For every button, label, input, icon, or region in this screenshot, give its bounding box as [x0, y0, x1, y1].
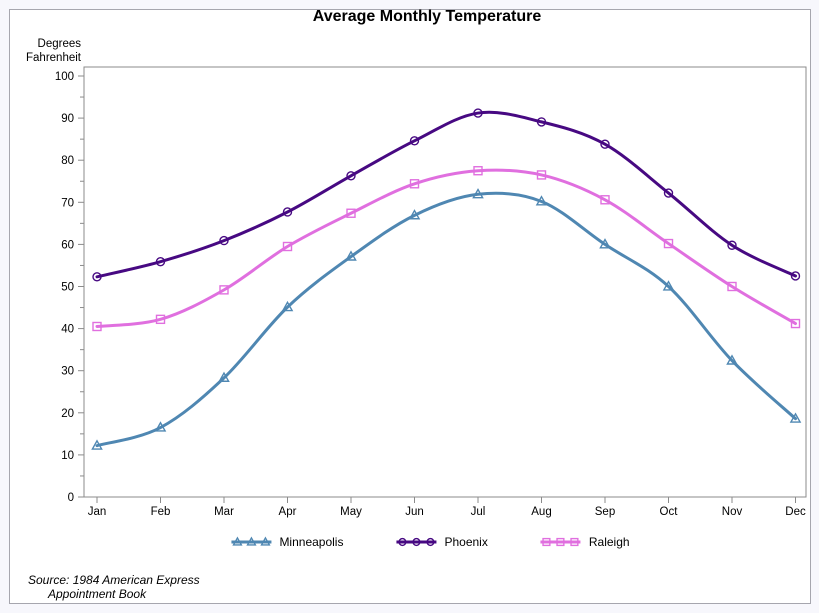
y-tick-label: 80 [61, 155, 74, 167]
square-marker-icon [155, 314, 166, 325]
circle-marker-icon [536, 117, 547, 127]
circle-marker-icon [398, 537, 407, 547]
square-marker-icon [570, 537, 579, 547]
series-line-minneapolis [95, 191, 797, 448]
square-marker-icon [473, 166, 483, 176]
graph-border-frame [9, 9, 811, 604]
x-tick-label: Oct [660, 506, 679, 518]
square-marker-icon [409, 179, 420, 189]
circle-marker-icon [92, 272, 102, 282]
x-tick-label: Feb [151, 506, 171, 518]
x-tick-label: Jul [471, 506, 486, 518]
y-tick-label: 10 [61, 450, 74, 462]
circle-marker-icon [346, 171, 356, 181]
triangle-marker-icon [246, 536, 257, 546]
square-marker-icon [536, 170, 547, 180]
triangle-marker-icon [281, 300, 294, 312]
circle-marker-icon [600, 139, 610, 149]
legend-item-raleigh: Raleigh [540, 535, 630, 549]
triangle-marker-icon [789, 412, 802, 423]
circle-marker-icon [473, 108, 483, 118]
square-marker-icon [600, 195, 610, 205]
y-tick-label: 40 [61, 324, 74, 336]
y-tick-label: 90 [61, 113, 74, 125]
y-tick-label: 0 [68, 492, 74, 504]
legend-label: Phoenix [444, 535, 488, 549]
y-tick-label: 20 [61, 408, 74, 420]
y-tick-label: 70 [61, 197, 74, 209]
circle-marker-icon [790, 271, 801, 281]
circle-marker-icon [282, 207, 293, 217]
triangle-marker-icon [154, 421, 167, 432]
y-axis-label: Degrees Fahrenheit [0, 38, 81, 65]
x-tick-label: Apr [279, 506, 297, 518]
square-marker-icon [663, 238, 674, 249]
triangle-marker-icon [472, 188, 484, 199]
triangle-marker-icon [662, 280, 675, 291]
legend-item-phoenix: Phoenix [395, 535, 488, 549]
x-tick-label: May [340, 506, 362, 518]
triangle-marker-icon [599, 238, 611, 249]
y-axis-label-line1: Degrees [37, 38, 81, 50]
triangle-marker-icon [218, 371, 230, 382]
x-tick-label: Jan [88, 506, 107, 518]
triangle-marker-icon [231, 536, 272, 546]
square-marker-icon [219, 285, 229, 295]
circle-marker-icon [727, 240, 737, 250]
square-marker-icon [540, 537, 581, 547]
x-tick-label: Aug [531, 506, 551, 518]
x-tick-label: Sep [595, 506, 615, 518]
square-marker-icon [556, 537, 565, 547]
chart-title: Average Monthly Temperature [312, 8, 542, 25]
circle-marker-icon [409, 136, 420, 146]
circle-marker-icon [219, 235, 229, 246]
plot-frame [83, 66, 807, 498]
y-tick-label: 50 [61, 282, 74, 294]
triangle-marker-icon [91, 439, 103, 450]
circle-marker-icon [155, 256, 166, 267]
y-tick-label: 100 [55, 71, 74, 83]
circle-marker-icon [426, 537, 435, 547]
y-tick-label: 30 [61, 366, 74, 378]
series-line-raleigh [95, 168, 797, 328]
source-note-line1: Source: 1984 American Express [28, 573, 200, 587]
square-marker-icon [727, 281, 737, 292]
triangle-marker-icon [260, 536, 271, 546]
circle-marker-icon [396, 537, 437, 547]
legend-label: Raleigh [588, 535, 630, 549]
source-note-line2: Appointment Book [48, 587, 147, 601]
triangle-marker-icon [345, 250, 357, 261]
square-marker-icon [790, 318, 801, 329]
x-tick-label: Jun [405, 506, 424, 518]
x-tick-label: Mar [214, 506, 234, 518]
triangle-marker-icon [726, 354, 738, 365]
legend-label: Minneapolis [279, 535, 344, 549]
y-tick-label: 60 [61, 239, 74, 251]
square-marker-icon [346, 208, 356, 218]
triangle-marker-icon [408, 209, 421, 220]
legend-item-minneapolis: Minneapolis [230, 535, 343, 549]
circle-marker-icon [663, 188, 674, 198]
square-marker-icon [282, 241, 293, 252]
square-marker-icon [92, 321, 102, 332]
series-line-phoenix [95, 110, 797, 279]
circle-marker-icon [412, 537, 421, 547]
triangle-marker-icon [232, 536, 243, 546]
x-tick-label: Nov [722, 506, 743, 518]
y-axis-label-line2: Fahrenheit [26, 51, 81, 64]
legend: Minneapolis Phoenix Raleigh [230, 535, 630, 549]
triangle-marker-icon [535, 195, 548, 206]
source-note: Source: 1984 American Express Appointmen… [28, 573, 200, 601]
x-tick-label: Dec [785, 506, 806, 518]
square-marker-icon [542, 537, 551, 547]
